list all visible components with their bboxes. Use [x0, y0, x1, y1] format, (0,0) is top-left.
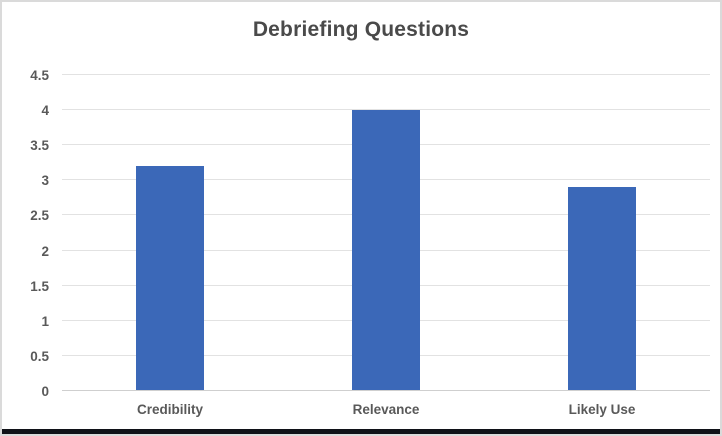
y-axis-tick-label: 2.5 — [30, 208, 49, 224]
bar-relevance — [352, 110, 420, 391]
y-axis-tick-label: 3.5 — [30, 138, 49, 154]
chart-title: Debriefing Questions — [252, 18, 470, 41]
y-axis-tick-label: 0 — [41, 384, 49, 399]
bar-likely-use — [568, 187, 636, 391]
plot-area: 0 0.5 1 1.5 2 2.5 3 3.5 4 4.5 Credibility Relevance… — [30, 68, 710, 417]
gridline — [62, 109, 710, 111]
y-axis-tick-label: 3 — [41, 173, 49, 189]
x-axis-category-label: Relevance — [352, 402, 420, 417]
y-axis-tick-label: 4.5 — [30, 68, 49, 83]
x-axis-line — [62, 390, 710, 391]
y-axis-tick-label: 0.5 — [30, 348, 49, 364]
y-axis-tick-label: 1 — [41, 313, 49, 329]
y-axis-tick-label: 1.5 — [30, 278, 49, 294]
bar-credibility — [135, 166, 204, 391]
gridline — [62, 74, 710, 75]
y-axis-tick-label: 2 — [41, 243, 49, 259]
x-axis-category-label: Likely Use — [568, 402, 636, 417]
y-axis-tick-label: 4 — [41, 103, 49, 119]
bottom-edge-strip — [2, 429, 720, 434]
x-axis-category-label: Credibility — [136, 402, 203, 417]
